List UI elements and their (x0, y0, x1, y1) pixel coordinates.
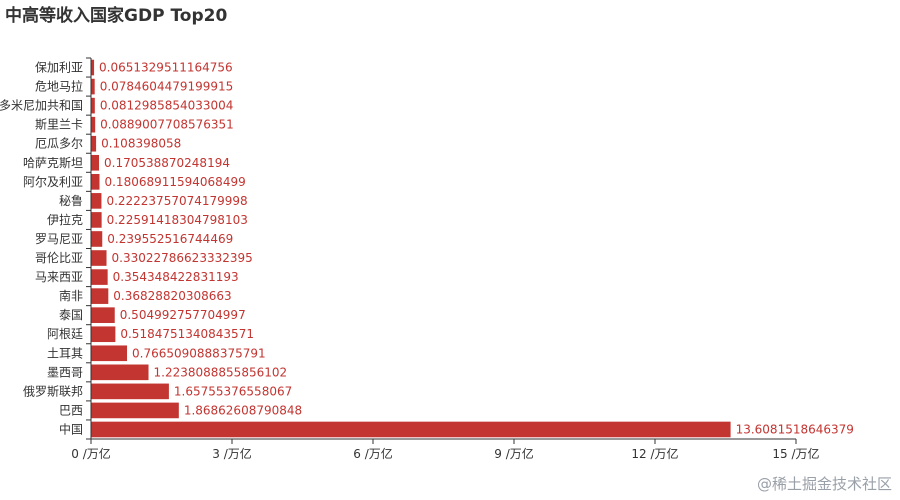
category-label: 土耳其 (47, 346, 83, 360)
bar (91, 78, 95, 95)
x-tick-label: 12 /万亿 (631, 446, 678, 461)
value-label: 1.86862608790848 (184, 403, 302, 417)
bar (91, 116, 96, 133)
category-label: 秘鲁 (59, 194, 83, 208)
bar (91, 402, 179, 419)
bar (91, 212, 102, 228)
bars-group (91, 59, 731, 438)
value-label: 13.6081518646379 (736, 422, 854, 436)
bar (91, 97, 95, 114)
category-label: 罗马尼亚 (35, 232, 83, 246)
value-label: 0.108398058 (101, 137, 181, 151)
value-label: 0.5184751340843571 (120, 327, 254, 341)
category-label: 危地马拉 (35, 79, 83, 94)
category-label: 伊拉克 (47, 212, 83, 227)
value-label: 0.170538870248194 (104, 156, 230, 170)
category-label: 厄瓜多尔 (35, 136, 83, 151)
bar (91, 250, 107, 266)
value-label: 0.33022786623332395 (112, 251, 253, 265)
value-label: 0.239552516744469 (107, 232, 233, 246)
bar (91, 154, 100, 171)
value-label: 0.7665090888375791 (132, 346, 266, 360)
x-tick-label: 3 /万亿 (212, 446, 252, 461)
category-label: 中国 (59, 421, 83, 436)
bar (91, 326, 116, 343)
value-label: 0.22591418304798103 (107, 213, 248, 227)
value-label: 1.65755376558067 (174, 384, 292, 398)
category-label: 阿尔及利亚 (23, 174, 83, 189)
x-tick-label: 9 /万亿 (494, 446, 534, 461)
bar (91, 307, 115, 323)
category-label: 保加利亚 (35, 61, 83, 75)
y-axis: 保加利亚危地马拉多米尼加共和国斯里兰卡厄瓜多尔哈萨克斯坦阿尔及利亚秘鲁伊拉克罗马… (0, 57, 92, 440)
bar (91, 345, 128, 362)
category-label: 多米尼加共和国 (0, 99, 83, 113)
bar (91, 288, 109, 304)
bar (91, 421, 731, 438)
value-label: 0.0889007708576351 (100, 118, 234, 132)
category-label: 马来西亚 (35, 270, 83, 284)
x-tick-label: 6 /万亿 (353, 446, 393, 461)
value-label: 0.0784604479199915 (100, 80, 234, 94)
bar (91, 135, 97, 152)
value-label: 0.0812985854033004 (100, 99, 234, 113)
bar (91, 364, 149, 381)
category-label: 泰国 (59, 308, 83, 322)
watermark: @稀土掘金技术社区 (756, 475, 892, 493)
x-tick-label: 0 /万亿 (71, 446, 111, 461)
category-label: 斯里兰卡 (35, 118, 83, 132)
value-label: 0.354348422831193 (113, 270, 239, 284)
bar (91, 174, 100, 190)
x-tick-label: 15 /万亿 (772, 446, 819, 461)
bar (91, 193, 102, 209)
value-label: 0.0651329511164756 (99, 61, 233, 75)
bar (91, 383, 169, 400)
value-label: 0.504992757704997 (120, 308, 246, 322)
bar (91, 231, 103, 247)
category-label: 哈萨克斯坦 (23, 156, 83, 170)
category-label: 阿根廷 (47, 327, 83, 341)
bar (91, 59, 95, 76)
value-labels-group: 0.0651329511164756 0.0784604479199915 0.08… (99, 61, 854, 437)
x-axis: 0 /万亿 3 /万亿 6 /万亿 9 /万亿 12 /万亿 15 /万亿 (71, 438, 820, 461)
bar (91, 269, 108, 285)
category-label: 哥伦比亚 (35, 250, 83, 265)
value-label: 0.18068911594068499 (104, 175, 245, 189)
chart-title: 中高等收入国家GDP Top20 (5, 6, 228, 26)
value-label: 1.2238088855856102 (154, 365, 288, 379)
value-label: 0.22223757074179998 (106, 194, 247, 208)
category-label: 俄罗斯联邦 (23, 384, 83, 398)
category-label: 墨西哥 (47, 365, 83, 379)
category-label: 巴西 (59, 403, 83, 417)
value-label: 0.36828820308663 (113, 289, 231, 303)
category-label: 南非 (59, 288, 83, 303)
